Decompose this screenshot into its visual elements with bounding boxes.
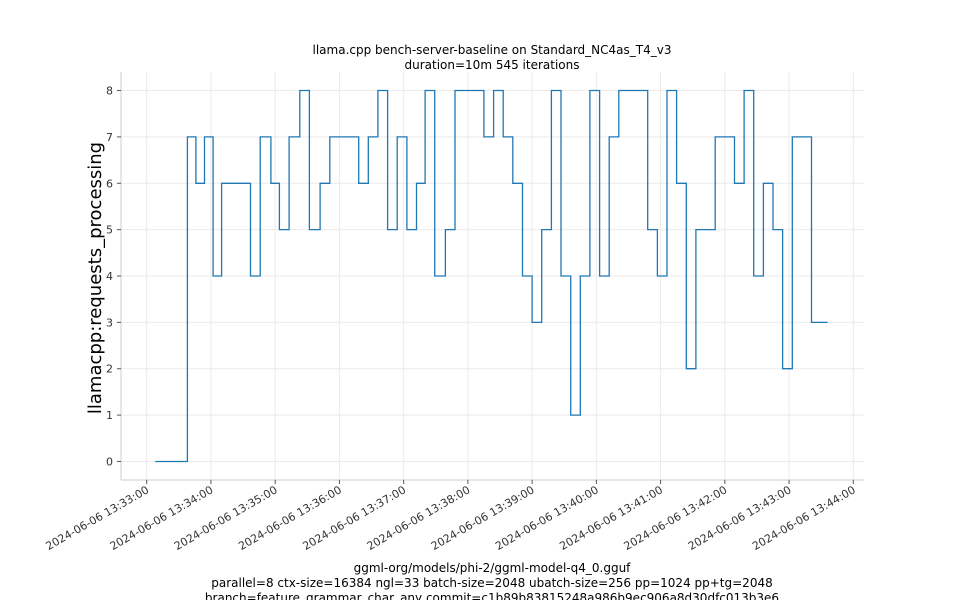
x-label-line-params: parallel=8 ctx-size=16384 ngl=33 batch-s…: [211, 576, 772, 590]
x-tick-label: 2024-06-06 13:41:00: [557, 483, 665, 553]
y-tick-label: 7: [106, 131, 113, 144]
y-tick-label: 6: [106, 177, 113, 190]
grid: [121, 72, 864, 480]
y-tick-label: 0: [106, 455, 113, 468]
y-tick-label: 4: [106, 270, 113, 283]
y-tick-label: 3: [106, 316, 113, 329]
chart-title: llama.cpp bench-server-baseline on Stand…: [313, 43, 672, 57]
x-tick-label: 2024-06-06 13:44:00: [750, 483, 858, 553]
chart-subtitle: duration=10m 545 iterations: [405, 58, 580, 72]
x-tick-label: 2024-06-06 13:37:00: [300, 483, 408, 553]
x-tick-label: 2024-06-06 13:39:00: [429, 483, 537, 553]
x-label-line-branch: branch=feature_grammar_char_any commit=c…: [205, 591, 779, 600]
x-tick-label: 2024-06-06 13:40:00: [493, 483, 601, 553]
x-tick-label: 2024-06-06 13:35:00: [172, 483, 280, 553]
y-tick-label: 2: [106, 363, 113, 376]
x-tick-label: 2024-06-06 13:38:00: [365, 483, 473, 553]
x-tick-label: 2024-06-06 13:42:00: [622, 483, 730, 553]
x-label-line-model: ggml-org/models/phi-2/ggml-model-q4_0.gg…: [354, 561, 632, 575]
series-line: [155, 89, 828, 463]
y-axis-label: llamacpp:requests_processing: [85, 142, 106, 414]
y-tick-label: 5: [106, 224, 113, 237]
x-tick-label: 2024-06-06 13:33:00: [44, 483, 152, 553]
y-axis-ticks: 0 1 2 3 4 5 6 7 8: [106, 85, 121, 468]
y-tick-label: 1: [106, 409, 113, 422]
x-tick-label: 2024-06-06 13:36:00: [236, 483, 344, 553]
title-block: llama.cpp bench-server-baseline on Stand…: [313, 43, 672, 72]
x-tick-label: 2024-06-06 13:34:00: [108, 483, 216, 553]
y-tick-label: 8: [106, 85, 113, 98]
x-tick-label: 2024-06-06 13:43:00: [686, 483, 794, 553]
x-axis-label: ggml-org/models/phi-2/ggml-model-q4_0.gg…: [205, 561, 779, 600]
